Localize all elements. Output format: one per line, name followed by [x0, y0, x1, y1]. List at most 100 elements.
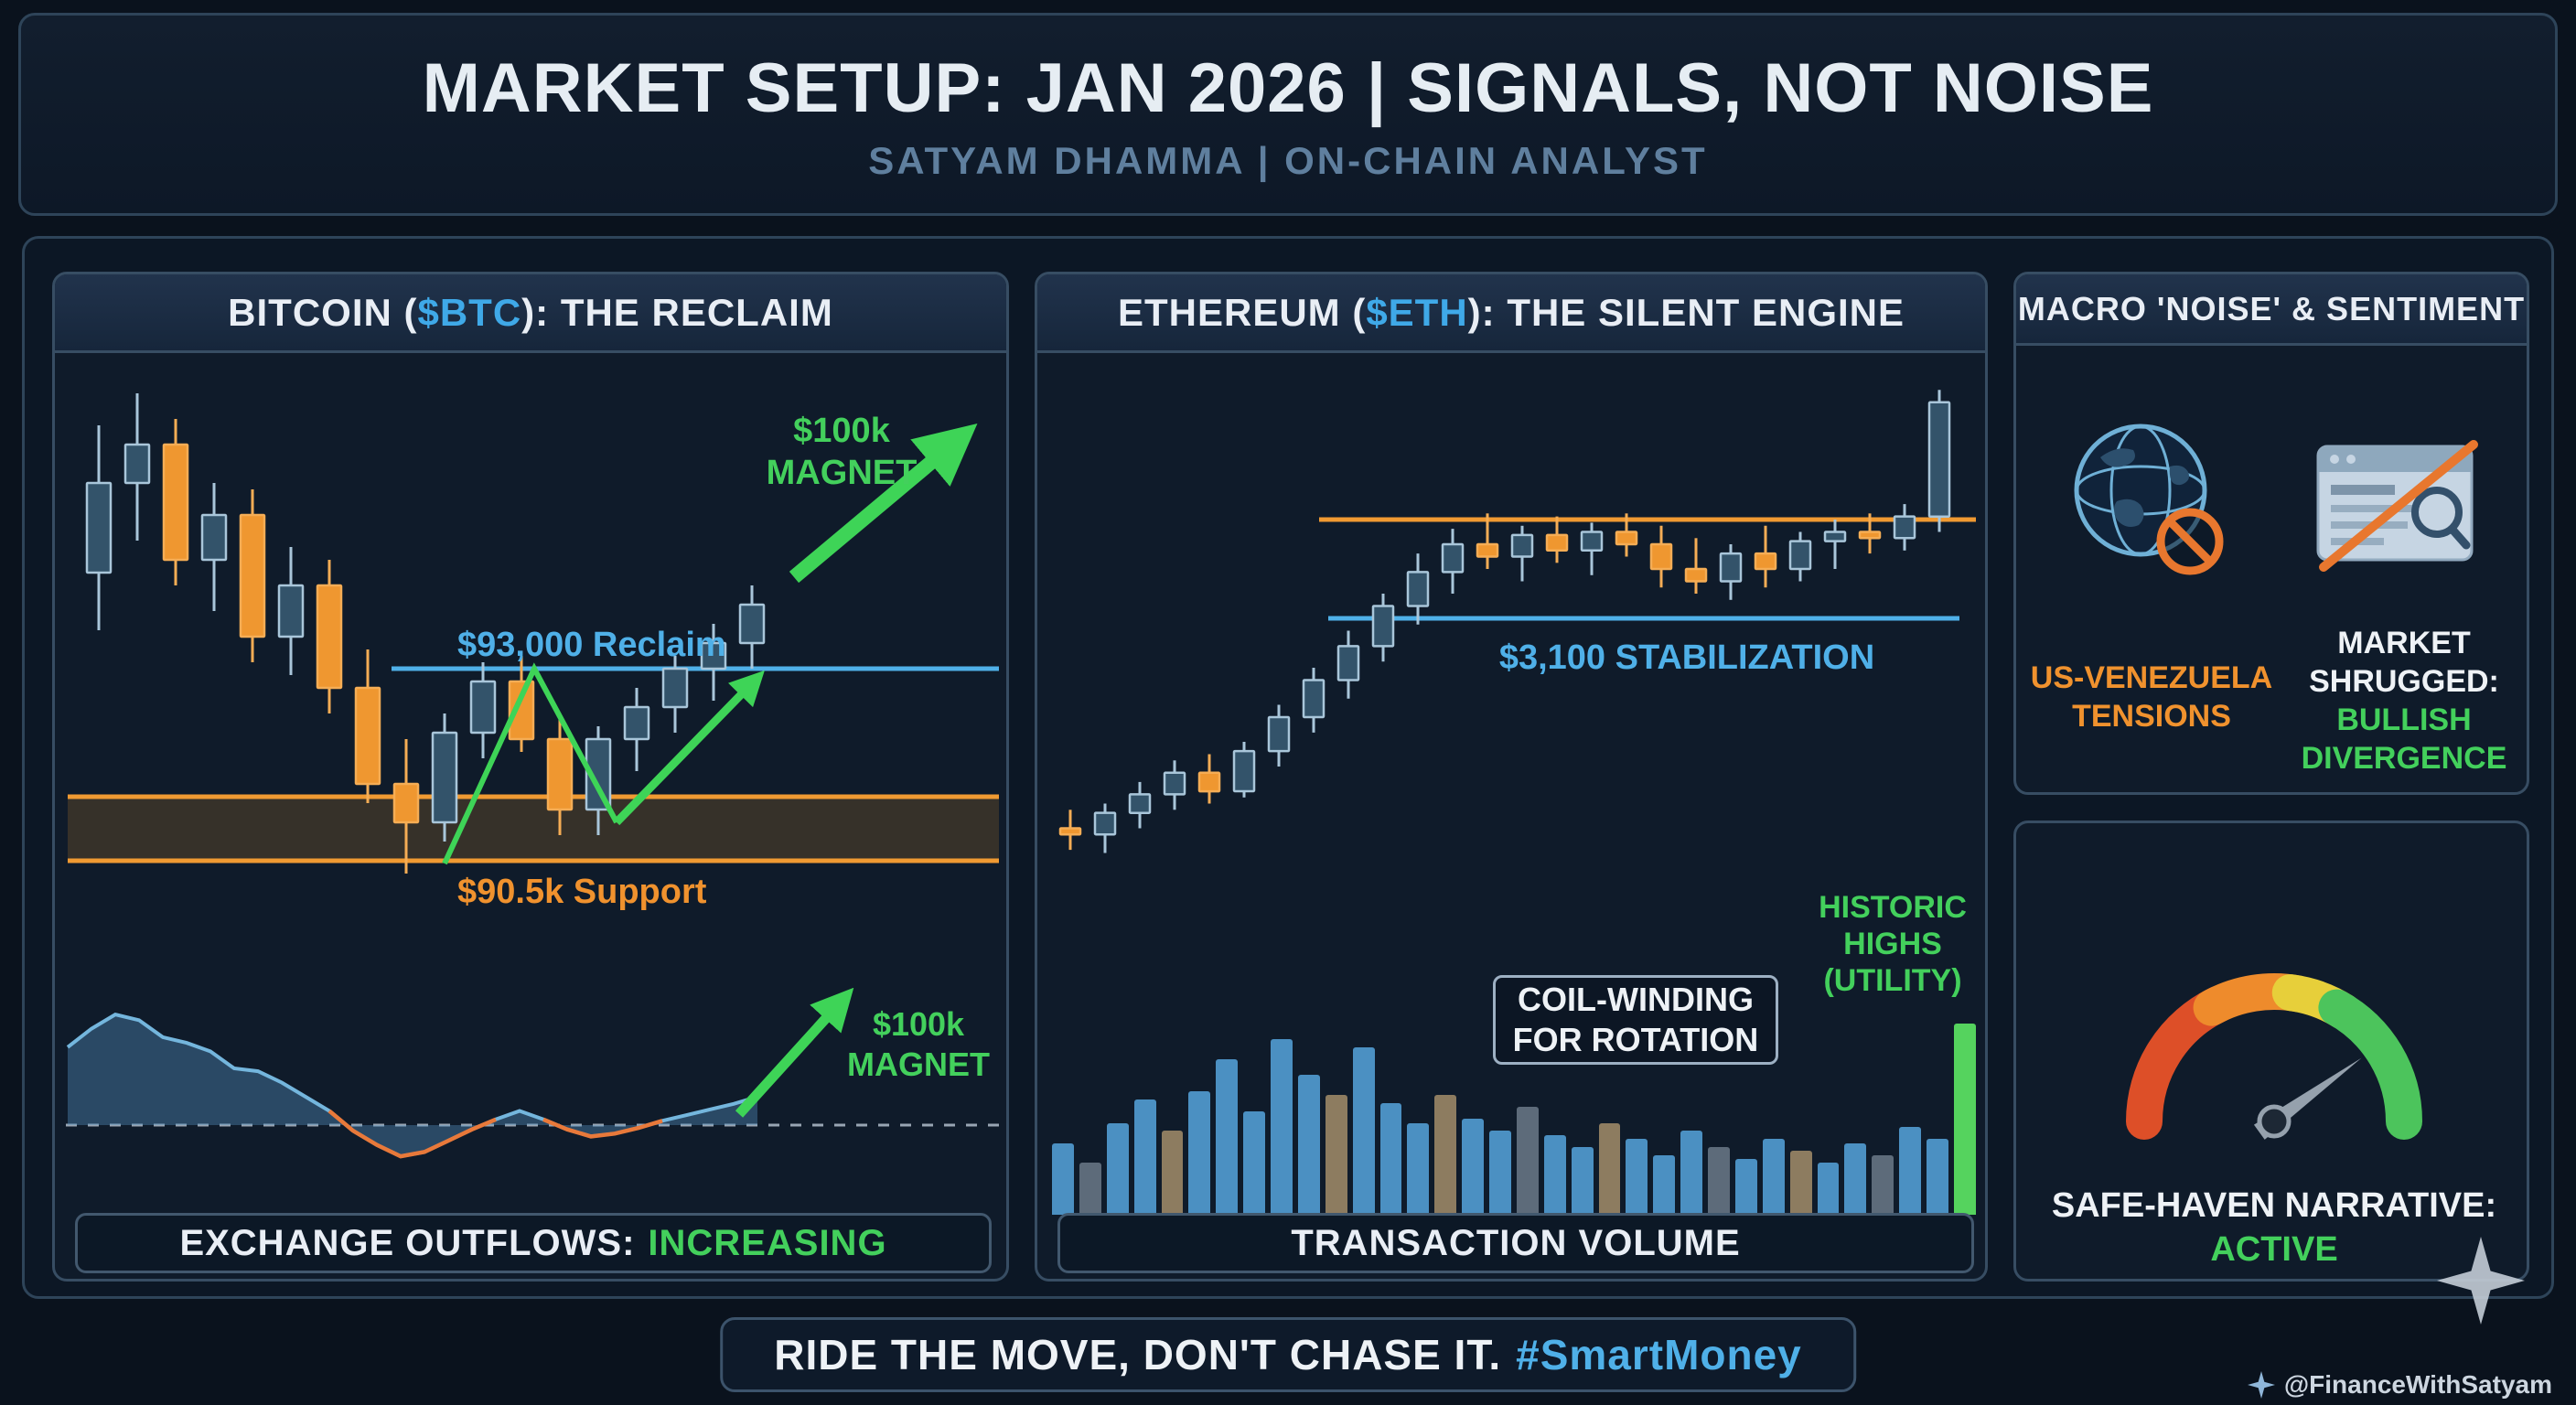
- volume-bar: [1216, 1058, 1239, 1215]
- candle-body: [1684, 567, 1708, 583]
- eth-coil-line1: COIL-WINDING: [1518, 981, 1754, 1018]
- credit-handle: @FinanceWithSatyam: [2283, 1370, 2552, 1399]
- volume-bar: [1789, 1151, 1812, 1215]
- volume-bar: [1543, 1134, 1566, 1215]
- sentiment-gauge-icon: [2126, 973, 2422, 1140]
- candle-body: [1615, 531, 1638, 546]
- volume-bar: [1516, 1107, 1539, 1215]
- candle-body: [1406, 571, 1430, 607]
- volume-bar: [1626, 1139, 1648, 1215]
- btc-support-level-label: $90.5k Support: [457, 873, 707, 911]
- volume-bar: [1352, 1046, 1375, 1215]
- candle-body: [1823, 531, 1847, 542]
- btc-footer-label: EXCHANGE OUTFLOWS:: [179, 1222, 636, 1263]
- page-title: MARKET SETUP: JAN 2026 | SIGNALS, NOT NO…: [422, 49, 2154, 127]
- volume-bar: [1953, 1023, 1976, 1215]
- candle-body: [239, 513, 266, 638]
- btc-recovery-arrow-icon: [613, 670, 765, 826]
- volume-bar: [1680, 1131, 1702, 1215]
- sentiment-gauge-panel: SAFE-HAVEN NARRATIVE: ACTIVE: [2013, 820, 2529, 1282]
- eth-title-pre: ETHEREUM (: [1117, 290, 1367, 334]
- candle-body: [1441, 542, 1465, 574]
- volume-bar: [1844, 1142, 1867, 1215]
- volume-bar: [1325, 1095, 1347, 1215]
- eth-footer-label: TRANSACTION VOLUME: [1291, 1222, 1741, 1263]
- candle-body: [1858, 531, 1882, 540]
- volume-bar: [1598, 1122, 1621, 1215]
- candle-body: [738, 603, 766, 645]
- volume-bar: [1434, 1095, 1457, 1215]
- candle-body: [508, 680, 535, 741]
- eth-historic-highs-label: HISTORIC HIGHS (UTILITY): [1797, 889, 1985, 999]
- volume-bar: [1462, 1119, 1484, 1215]
- btc-ticker: $BTC: [417, 290, 522, 334]
- candle-body: [1267, 715, 1291, 753]
- btc-footer-value: INCREASING: [648, 1222, 887, 1263]
- gauge-label: SAFE-HAVEN NARRATIVE: ACTIVE: [2025, 1184, 2523, 1271]
- eth-volume-bars: [1052, 1015, 1976, 1215]
- eth-footer-pill: TRANSACTION VOLUME: [1057, 1213, 1974, 1273]
- macro-tensions-label: US-VENEZUELA TENSIONS: [2025, 659, 2278, 735]
- news-crossed-icon: [2316, 440, 2478, 572]
- candle-body: [85, 481, 113, 574]
- volume-bar: [1161, 1131, 1184, 1215]
- gauge-label-line2: ACTIVE: [2210, 1230, 2338, 1269]
- globe-prohibited-icon: [2074, 424, 2224, 575]
- volume-bar: [1133, 1099, 1156, 1215]
- candle-body: [1093, 811, 1117, 836]
- candle-body: [546, 737, 574, 811]
- credit-line: @FinanceWithSatyam: [2247, 1370, 2552, 1400]
- volume-bar: [1188, 1090, 1211, 1215]
- macro-title-text: MACRO 'NOISE' & SENTIMENT: [2017, 289, 2526, 327]
- btc-footer-pill: EXCHANGE OUTFLOWS: INCREASING: [75, 1213, 992, 1273]
- footer-hashtag: #SmartMoney: [1516, 1331, 1802, 1378]
- volume-bar: [1106, 1122, 1129, 1215]
- eth-historic-line2: HIGHS: [1843, 927, 1942, 961]
- volume-bar: [1271, 1039, 1293, 1215]
- btc-zigzag-line: [442, 662, 619, 865]
- volume-bar: [1079, 1163, 1101, 1215]
- btc-support-zone: [68, 794, 999, 863]
- eth-title-post: ): THE SILENT ENGINE: [1467, 290, 1905, 334]
- volume-bar: [1927, 1139, 1948, 1215]
- macro-panel: MACRO 'NOISE' & SENTIMENT: [2013, 272, 2529, 795]
- gauge-label-line1: SAFE-HAVEN NARRATIVE:: [2051, 1186, 2497, 1225]
- candle-body: [661, 667, 689, 709]
- prohibition-slash-icon: [2166, 518, 2214, 565]
- candle-body: [1719, 552, 1743, 583]
- eth-coil-line2: FOR ROTATION: [1512, 1021, 1759, 1058]
- candle-body: [585, 737, 612, 811]
- candle-body: [1476, 542, 1499, 558]
- tensions-line1: US-VENEZUELA: [2030, 660, 2273, 695]
- btc-netflow-magnet-line1: $100k: [872, 1005, 965, 1043]
- candle-body: [1163, 771, 1186, 796]
- candle-body: [277, 584, 305, 638]
- candle-body: [623, 705, 650, 741]
- candle-body: [1302, 679, 1326, 719]
- eth-ticker: $ETH: [1366, 290, 1468, 334]
- eth-coil-annotation-box: COIL-WINDING FOR ROTATION: [1493, 975, 1778, 1065]
- btc-candlestick-chart: [68, 393, 999, 874]
- candle-body: [700, 641, 727, 670]
- candle-body: [1927, 401, 1951, 518]
- shrugged-line2: SHRUGGED:: [2309, 664, 2499, 699]
- btc-reclaim-level-label: $93,000 Reclaim: [457, 626, 726, 664]
- netflow-magnet-arrow-icon: [735, 988, 854, 1118]
- candle-body: [162, 443, 189, 562]
- sparkle-icon: [2437, 1237, 2525, 1325]
- eth-stabilization-label: $3,100 STABILIZATION: [1498, 638, 1875, 677]
- magnifier-icon: [2411, 487, 2463, 538]
- eth-panel-title: ETHEREUM ($ETH): THE SILENT ENGINE: [1037, 274, 1985, 353]
- eth-historic-line1: HISTORIC: [1819, 890, 1967, 925]
- shrugged-line3: BULLISH: [2336, 702, 2472, 737]
- volume-bar: [1817, 1163, 1840, 1215]
- eth-panel: ETHEREUM ($ETH): THE SILENT ENGINE $3,10…: [1035, 272, 1988, 1282]
- btc-magnet-label-line2: MAGNET: [766, 454, 918, 492]
- candle-body: [1893, 515, 1916, 540]
- macro-panel-title: MACRO 'NOISE' & SENTIMENT: [2016, 274, 2527, 346]
- candle-body: [469, 680, 497, 735]
- btc-netflow-chart: [66, 988, 999, 1159]
- candle-body: [1371, 605, 1395, 648]
- candle-body: [123, 443, 151, 485]
- netflow-area: [66, 1012, 758, 1159]
